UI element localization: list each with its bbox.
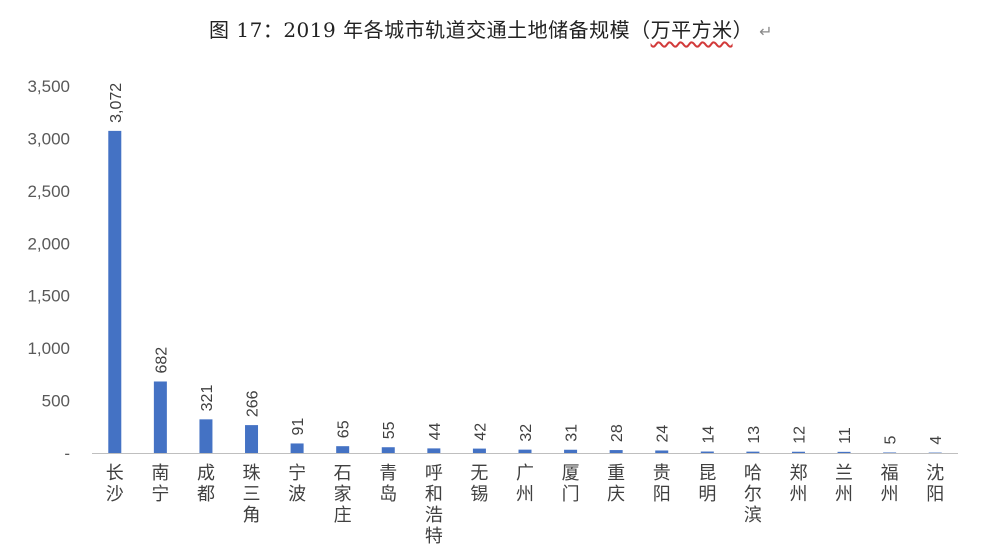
bar-value-label: 91 (290, 418, 307, 436)
bar (518, 449, 532, 453)
x-category-label: 郑州 (789, 463, 807, 505)
bar (700, 451, 714, 453)
y-tick-label: 3,000 (27, 129, 70, 148)
bar-value-label: 32 (518, 424, 535, 442)
y-tick-label: 2,500 (27, 182, 70, 201)
x-category-label: 成都 (197, 463, 215, 505)
y-tick-label: 3,500 (27, 77, 70, 96)
x-category-label: 青岛 (379, 463, 397, 505)
bars: 3,072 682 321 266 91 65 55 44 42 32 31 28 24 14 13 12 11… (108, 83, 945, 454)
x-category-label: 广州 (516, 463, 534, 505)
bar-value-label: 55 (381, 421, 398, 439)
x-category-label: 沈阳 (926, 463, 944, 505)
bar (427, 448, 441, 453)
chart-title-unit: 万平方米 (650, 18, 733, 42)
bar (290, 443, 304, 453)
x-category-label: 无锡 (470, 463, 488, 505)
y-tick-label: 2,000 (27, 234, 70, 253)
x-category-label: 兰州 (835, 463, 853, 505)
x-category-label: 哈尔滨 (744, 463, 762, 526)
x-category-label: 贵阳 (653, 463, 671, 505)
bar-value-label: 266 (245, 390, 262, 417)
bar-value-label: 65 (336, 420, 353, 438)
bar (472, 448, 486, 453)
x-category-label: 昆明 (698, 463, 716, 505)
x-category-label: 呼和浩特 (425, 463, 443, 547)
bar-value-label: 5 (883, 435, 900, 444)
bar-value-label: 12 (791, 426, 808, 444)
bar (199, 419, 213, 453)
bar-value-label: 44 (427, 422, 444, 440)
bar (381, 447, 395, 453)
bar-value-label: 13 (746, 426, 763, 444)
bar-value-label: 31 (564, 424, 581, 442)
bar (245, 425, 259, 453)
y-tick-label: 500 (42, 392, 70, 411)
x-category-label: 珠三角 (243, 463, 261, 526)
y-tick-label: - (64, 444, 70, 463)
bar (153, 381, 167, 453)
bar (609, 450, 623, 453)
bar-value-label: 24 (655, 425, 672, 443)
x-category-label: 宁波 (288, 463, 306, 505)
y-tick-label: 1,000 (27, 339, 70, 358)
bar-value-label: 42 (472, 423, 489, 441)
x-category-label: 重庆 (607, 463, 625, 505)
return-mark-icon: ↵ (759, 22, 773, 41)
y-tick-label: 1,500 (27, 287, 70, 306)
bar (791, 451, 805, 453)
bar-value-label: 14 (700, 426, 717, 444)
chart-title: 图 17：2019 年各城市轨道交通土地储备规模（万平方米） ↵ (0, 14, 982, 43)
x-category-label: 厦门 (562, 463, 580, 505)
bar (108, 130, 122, 454)
y-axis: - 500 1,000 1,500 2,000 2,500 3,000 3,500 (27, 77, 70, 463)
bar-value-label: 682 (153, 347, 170, 374)
bar (837, 451, 851, 453)
bar (883, 452, 897, 454)
bar (336, 446, 350, 453)
bar-value-label: 321 (199, 385, 216, 412)
bar (746, 451, 760, 453)
bar-value-label: 11 (837, 427, 854, 444)
x-category-label: 石家庄 (334, 463, 352, 526)
bar-value-label: 28 (609, 424, 626, 442)
bar (564, 449, 578, 453)
chart-title-prefix: 图 17：2019 年各城市轨道交通土地储备规模（ (209, 18, 651, 42)
x-category-label: 福州 (881, 463, 899, 505)
x-category-label: 长沙 (106, 463, 124, 505)
bar-value-label: 3,072 (108, 83, 125, 123)
bar-value-label: 4 (928, 436, 945, 445)
x-category-label: 南宁 (151, 463, 169, 505)
chart-title-suffix: ） (732, 18, 754, 42)
bar (655, 450, 669, 453)
